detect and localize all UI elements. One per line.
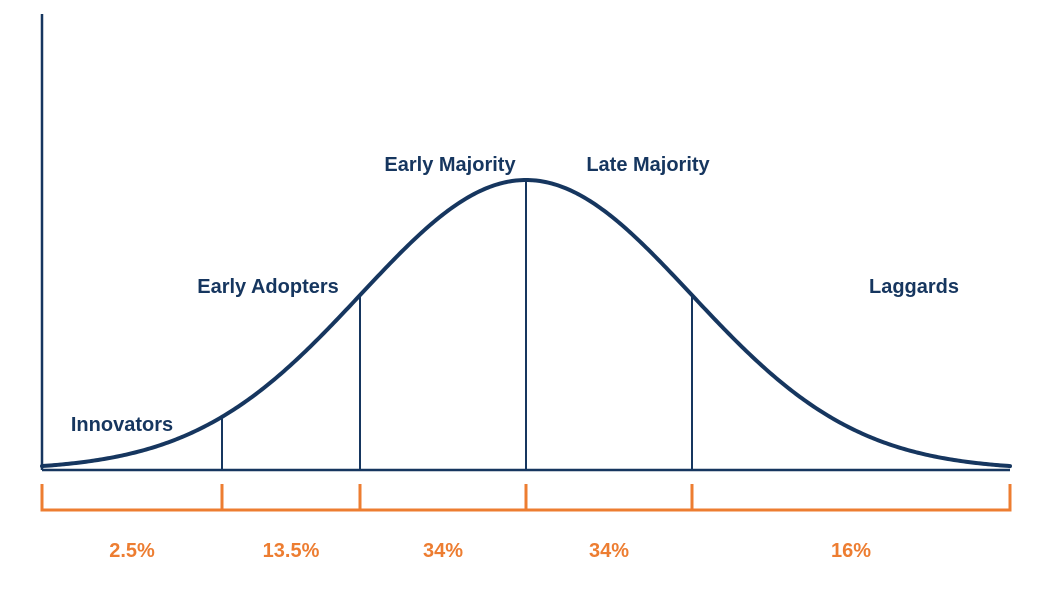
segment-bracket <box>692 484 1010 510</box>
percent-label-late-majority: 34% <box>589 540 629 563</box>
segment-label-late-majority: Late Majority <box>586 154 709 177</box>
percent-label-early-majority: 34% <box>423 540 463 563</box>
segment-bracket <box>222 484 360 510</box>
diffusion-curve-diagram: Innovators 2.5% Early Adopters 13.5% Early M… <box>0 0 1043 592</box>
segment-bracket <box>526 484 692 510</box>
segment-label-innovators: Innovators <box>71 414 173 437</box>
percent-label-innovators: 2.5% <box>109 540 155 563</box>
segment-bracket <box>42 484 222 510</box>
segment-bracket <box>360 484 526 510</box>
percent-label-laggards: 16% <box>831 540 871 563</box>
segment-label-early-adopters: Early Adopters <box>197 276 339 299</box>
segment-label-laggards: Laggards <box>869 276 959 299</box>
segment-label-early-majority: Early Majority <box>384 154 515 177</box>
percent-label-early-adopters: 13.5% <box>263 540 320 563</box>
